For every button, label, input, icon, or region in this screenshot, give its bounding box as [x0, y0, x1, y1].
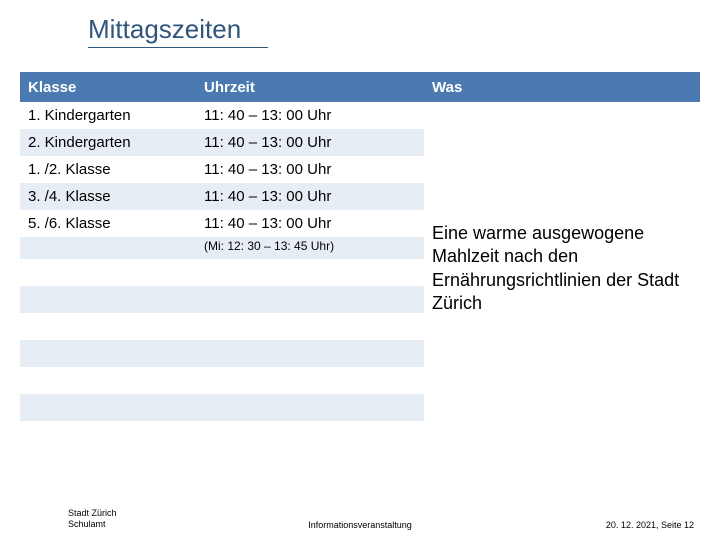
header-uhrzeit: Uhrzeit	[196, 72, 424, 102]
table-cell: 5. /6. Klasse	[20, 210, 196, 237]
footer-dept: Schulamt	[68, 519, 117, 530]
col-was: Was Eine warme ausgewogene Mahlzeit nach…	[424, 72, 700, 448]
table-cell: 11: 40 – 13: 00 Uhr	[196, 183, 424, 210]
table-cell: 1. /2. Klasse	[20, 156, 196, 183]
table-cell	[196, 259, 424, 286]
table-cell: 11: 40 – 13: 00 Uhr	[196, 129, 424, 156]
table-cell	[20, 259, 196, 286]
footer-left: Stadt Zürich Schulamt	[68, 508, 117, 530]
table-cell	[20, 367, 196, 394]
was-text: Eine warme ausgewogene Mahlzeit nach den…	[432, 222, 690, 316]
table-cell	[196, 394, 424, 421]
table-cell: 1. Kindergarten	[20, 102, 196, 129]
table-cell: 2. Kindergarten	[20, 129, 196, 156]
title-wrap: Mittagszeiten	[0, 0, 720, 56]
table-cell	[196, 313, 424, 340]
col-uhrzeit: Uhrzeit 11: 40 – 13: 00 Uhr11: 40 – 13: …	[196, 72, 424, 448]
page-title: Mittagszeiten	[88, 14, 268, 48]
table-cell: (Mi: 12: 30 – 13: 45 Uhr)	[196, 237, 424, 259]
table-cell	[196, 340, 424, 367]
table-cell: 3. /4. Klasse	[20, 183, 196, 210]
was-body: Eine warme ausgewogene Mahlzeit nach den…	[424, 102, 700, 432]
slide: Mittagszeiten Klasse 1. Kindergarten2. K…	[0, 0, 720, 540]
table-cell: 11: 40 – 13: 00 Uhr	[196, 156, 424, 183]
table-cell	[20, 421, 196, 448]
table-cell: 11: 40 – 13: 00 Uhr	[196, 102, 424, 129]
table-cell	[20, 313, 196, 340]
table-cell	[20, 394, 196, 421]
footer: Stadt Zürich Schulamt Informationsverans…	[0, 508, 720, 530]
header-klasse: Klasse	[20, 72, 196, 102]
table-cell	[20, 237, 196, 259]
table-cell: 11: 40 – 13: 00 Uhr	[196, 210, 424, 237]
table-cell	[20, 340, 196, 367]
footer-org: Stadt Zürich	[68, 508, 117, 519]
table-cell	[20, 286, 196, 313]
footer-right: 20. 12. 2021, Seite 12	[606, 520, 694, 530]
schedule-table: Klasse 1. Kindergarten2. Kindergarten1. …	[20, 72, 700, 448]
col-klasse: Klasse 1. Kindergarten2. Kindergarten1. …	[20, 72, 196, 448]
footer-center: Informationsveranstaltung	[308, 520, 412, 530]
table-cell	[196, 367, 424, 394]
table-cell	[196, 286, 424, 313]
header-was: Was	[424, 72, 700, 102]
table-cell	[196, 421, 424, 448]
